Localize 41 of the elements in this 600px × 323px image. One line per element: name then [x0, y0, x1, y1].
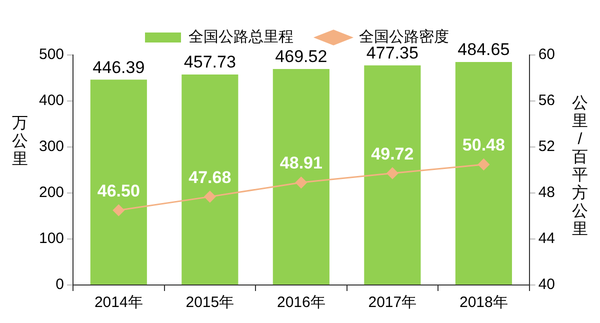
- y-axis-title: 万公里: [12, 114, 28, 168]
- bar: [272, 69, 330, 284]
- y-tick-label: 500: [38, 46, 64, 64]
- point: [386, 167, 398, 179]
- y2-tick-label: 56: [538, 92, 556, 110]
- bar: [90, 80, 147, 284]
- point: [295, 176, 307, 188]
- y-tick-label: 400: [38, 92, 64, 110]
- legend-label: 全国公路总里程: [188, 28, 294, 46]
- data-label: 49.72: [371, 144, 414, 164]
- y2-tick-label: 44: [538, 230, 556, 248]
- bar: [182, 74, 238, 284]
- y-tick-label: 100: [38, 230, 64, 248]
- data-label: 457.73: [184, 52, 236, 72]
- data-label: 47.68: [188, 168, 232, 187]
- data-label: 477.35: [366, 44, 418, 63]
- y2-tick-label: 52: [538, 138, 556, 156]
- y2-axis-title: 公里/百平方公里: [572, 94, 588, 238]
- x-tick-label: 2014年: [94, 294, 143, 312]
- legend-label: 全国公路密度: [359, 28, 449, 46]
- x-tick-label: 2016年: [276, 294, 326, 312]
- data-label: 446.39: [92, 58, 145, 77]
- bar: [455, 62, 512, 284]
- x-tick-label: 2015年: [186, 294, 234, 312]
- x-tick-label: 2017年: [368, 294, 417, 312]
- data-label: 50.48: [462, 136, 505, 155]
- y-tick-label: 200: [38, 184, 64, 202]
- bar: [364, 65, 421, 284]
- point: [204, 190, 216, 202]
- y2-tick-label: 40: [538, 276, 556, 294]
- data-label: 46.50: [97, 181, 140, 200]
- point: [112, 204, 124, 216]
- y2-tick-label: 60: [538, 46, 556, 64]
- y-tick-label: 0: [56, 276, 64, 294]
- y-tick-label: 300: [38, 138, 64, 156]
- data-label: 469.52: [275, 47, 328, 66]
- x-tick-label: 2018年: [460, 294, 508, 312]
- data-label: 484.65: [458, 40, 510, 60]
- y2-tick-label: 48: [538, 184, 556, 202]
- data-label: 48.91: [280, 154, 322, 173]
- point: [478, 158, 490, 170]
